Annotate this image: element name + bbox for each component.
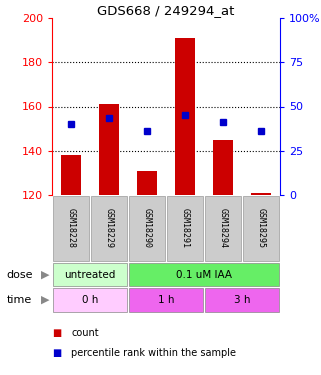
- Bar: [205, 288, 279, 312]
- Text: 3 h: 3 h: [234, 295, 250, 305]
- Text: ■: ■: [52, 328, 61, 338]
- Bar: [251, 193, 272, 195]
- Bar: [53, 288, 127, 312]
- Bar: [53, 196, 89, 261]
- Text: time: time: [6, 295, 32, 305]
- Text: GSM18291: GSM18291: [180, 209, 189, 249]
- Text: percentile rank within the sample: percentile rank within the sample: [71, 348, 236, 358]
- Text: ▶: ▶: [41, 295, 49, 305]
- Text: count: count: [71, 328, 99, 338]
- Bar: [205, 196, 241, 261]
- Bar: [243, 196, 279, 261]
- Bar: [53, 263, 127, 286]
- Text: GSM18229: GSM18229: [105, 209, 114, 249]
- Bar: [129, 263, 279, 286]
- Bar: [129, 288, 203, 312]
- Text: GSM18290: GSM18290: [143, 209, 152, 249]
- Text: dose: dose: [6, 270, 33, 279]
- Text: GSM18295: GSM18295: [256, 209, 265, 249]
- Title: GDS668 / 249294_at: GDS668 / 249294_at: [97, 4, 235, 17]
- Bar: [213, 140, 233, 195]
- Bar: [129, 196, 165, 261]
- Text: ▶: ▶: [41, 270, 49, 279]
- Bar: [99, 104, 119, 195]
- Text: 1 h: 1 h: [158, 295, 174, 305]
- Bar: [167, 196, 203, 261]
- Bar: [91, 196, 127, 261]
- Text: 0 h: 0 h: [82, 295, 98, 305]
- Text: GSM18228: GSM18228: [66, 209, 75, 249]
- Text: untreated: untreated: [64, 270, 116, 279]
- Text: ■: ■: [52, 348, 61, 358]
- Text: GSM18294: GSM18294: [219, 209, 228, 249]
- Text: 0.1 uM IAA: 0.1 uM IAA: [176, 270, 232, 279]
- Bar: [136, 171, 157, 195]
- Bar: [175, 38, 195, 195]
- Bar: [61, 155, 82, 195]
